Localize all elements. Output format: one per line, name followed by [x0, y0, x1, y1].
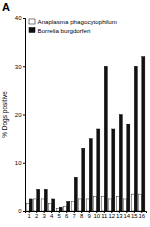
tick-mark: [23, 163, 25, 164]
tick-label: 0: [18, 208, 22, 214]
bar: [59, 207, 62, 211]
y-tick: 20: [15, 112, 25, 118]
chart: 12345678910111213141516010203040Anaplasm…: [0, 0, 150, 227]
tick-mark: [23, 18, 25, 19]
bar: [41, 199, 44, 211]
tick-label: 15: [131, 213, 138, 219]
bar: [124, 199, 127, 211]
tick-label: 2: [35, 213, 39, 219]
bar: [139, 194, 142, 211]
x-tick: 8: [80, 211, 84, 219]
tick-label: 11: [101, 213, 108, 219]
tick-label: 12: [108, 213, 115, 219]
tick-label: 14: [123, 213, 130, 219]
x-tick: 3: [43, 211, 47, 219]
bar: [112, 129, 115, 211]
bar: [116, 197, 119, 211]
x-tick: 13: [116, 211, 123, 219]
bar: [82, 148, 85, 211]
tick-label: 20: [15, 112, 22, 118]
tick-label: 9: [88, 213, 92, 219]
tick-label: 3: [43, 213, 47, 219]
tick-label: 16: [138, 213, 145, 219]
bar: [56, 209, 59, 211]
y-tick: 0: [18, 208, 25, 214]
bar: [26, 204, 29, 211]
tick-label: 8: [80, 213, 84, 219]
tick-label: 10: [15, 160, 22, 166]
tick-mark: [23, 66, 25, 67]
bar: [64, 206, 67, 211]
tick-label: 13: [116, 213, 123, 219]
bar: [89, 139, 92, 211]
tick-label: 10: [93, 213, 100, 219]
tick-label: 7: [73, 213, 77, 219]
tick-label: 1: [28, 213, 32, 219]
x-tick: 9: [88, 211, 92, 219]
legend: Anaplasma phagocytophilum Borrelia burgdo…: [29, 18, 117, 34]
y-tick: 40: [15, 15, 25, 21]
x-tick: 1: [28, 211, 32, 219]
x-tick: 6: [65, 211, 69, 219]
bar: [109, 199, 112, 211]
bar: [71, 201, 74, 211]
bar-series: [29, 57, 145, 211]
bar: [101, 197, 104, 211]
x-tick: 2: [35, 211, 39, 219]
x-tick: 5: [58, 211, 62, 219]
x-tick: 15: [131, 211, 138, 219]
x-tick: 12: [108, 211, 115, 219]
bar: [142, 57, 145, 211]
bar: [49, 204, 52, 211]
x-tick: 10: [93, 211, 100, 219]
legend-label: Borrelia burgdorferi: [38, 27, 91, 34]
bar: [44, 189, 47, 211]
tick-label: 40: [15, 15, 22, 21]
bar: [67, 201, 70, 211]
bar: [134, 66, 137, 211]
legend-entry: Borrelia burgdorferi: [29, 27, 90, 34]
bar: [119, 115, 122, 212]
y-tick: 10: [15, 160, 25, 166]
legend-entry: Anaplasma phagocytophilum: [29, 18, 117, 25]
title: A: [2, 1, 10, 13]
bar: [104, 66, 107, 211]
bar: [74, 177, 77, 211]
y-axis-title: % Dogs positive: [1, 91, 9, 138]
bar: [127, 124, 130, 211]
plot: 12345678910111213141516010203040Anaplasm…: [15, 15, 147, 219]
bar: [29, 199, 32, 211]
legend-swatch: [29, 19, 35, 24]
x-tick: 7: [73, 211, 77, 219]
tick-label: 6: [65, 213, 69, 219]
tick-label: 30: [15, 64, 22, 70]
bar: [86, 199, 89, 211]
bar: [34, 199, 37, 211]
y-axis: 0 10 20 30 40: [15, 15, 26, 214]
bars: [26, 57, 145, 211]
tick-label: 5: [58, 213, 62, 219]
bar: [97, 129, 100, 211]
legend-label: Anaplasma phagocytophilum: [38, 18, 117, 25]
x-axis: 12345678910111213141516: [26, 211, 147, 219]
x-tick: 14: [123, 211, 130, 219]
axis-line: [23, 19, 26, 212]
bar: [94, 197, 97, 211]
bar: [52, 199, 55, 211]
tick-mark: [23, 211, 25, 212]
legend-swatch: [29, 28, 35, 33]
x-tick: 11: [101, 211, 108, 219]
x-tick: 4: [50, 211, 54, 219]
bar: [131, 194, 134, 211]
bar: [37, 189, 40, 211]
tick-label: 4: [50, 213, 54, 219]
y-tick: 30: [15, 64, 25, 70]
x-tick: 16: [138, 211, 145, 219]
bar: [79, 199, 82, 211]
tick-mark: [23, 115, 25, 116]
